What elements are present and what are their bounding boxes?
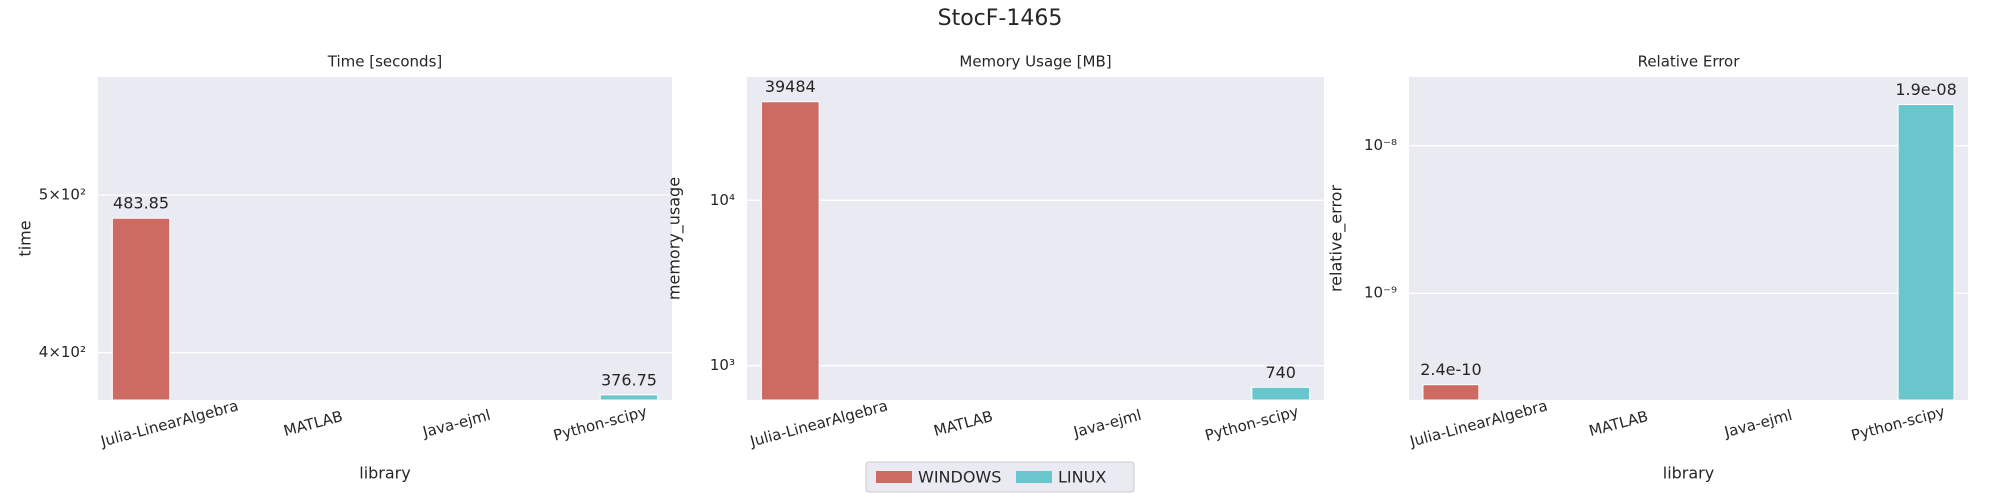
x-axis-label: library	[359, 464, 410, 483]
value-label: 376.75	[601, 370, 657, 389]
x-tick-label: Julia-LinearAlgebra	[747, 397, 889, 451]
plot-area	[747, 77, 1324, 400]
y-axis-label: relative_error	[1327, 185, 1347, 293]
value-label: 1.9e-08	[1895, 80, 1956, 99]
plot-area	[1409, 77, 1968, 400]
y-tick-label: 10³	[710, 356, 735, 374]
bar	[1251, 386, 1311, 401]
legend-frame	[865, 461, 1135, 493]
value-label: 483.85	[113, 194, 169, 213]
x-tick-label: Java-ejml	[1721, 406, 1794, 442]
x-tick-label: Python-scipy	[1203, 402, 1301, 444]
legend-swatch	[1016, 471, 1052, 483]
y-axis-label: time	[16, 220, 35, 256]
x-tick-label: MATLAB	[282, 407, 345, 440]
x-tick-label: Julia-LinearAlgebra	[98, 397, 240, 451]
y-tick-label: 4×10²	[39, 343, 86, 361]
value-label: 2.4e-10	[1420, 360, 1481, 379]
chart-title: Memory Usage [MB]	[959, 53, 1111, 71]
legend-swatch	[876, 471, 912, 483]
y-tick-label: 10⁻⁸	[1364, 136, 1397, 154]
y-tick-label: 10⁻⁹	[1364, 284, 1397, 302]
x-axis-label: library	[1663, 464, 1714, 483]
x-tick-label: Python-scipy	[551, 402, 649, 444]
value-label: 740	[1265, 363, 1296, 382]
bar	[111, 217, 171, 401]
x-tick-label: Java-ejml	[420, 406, 493, 442]
x-tick-label: Java-ejml	[1071, 406, 1144, 442]
bar	[760, 101, 820, 401]
chart-title: Time [seconds]	[327, 53, 443, 71]
figure-title: StocF-1465	[938, 6, 1063, 31]
plot-area	[98, 77, 672, 400]
bar	[599, 394, 659, 401]
x-tick-label: Julia-LinearAlgebra	[1407, 397, 1549, 451]
value-label: 39484	[765, 77, 816, 96]
legend: WINDOWS LINUX	[865, 461, 1135, 493]
bar	[1897, 104, 1955, 401]
y-tick-label: 5×10²	[39, 186, 86, 204]
bar	[1422, 384, 1480, 401]
legend-label: WINDOWS	[918, 468, 1001, 487]
x-tick-label: MATLAB	[932, 407, 995, 440]
legend-label: LINUX	[1058, 468, 1106, 487]
y-axis-label: memory_usage	[665, 177, 685, 300]
y-tick-label: 10⁴	[710, 191, 735, 209]
chart-title: Relative Error	[1638, 53, 1741, 71]
x-tick-label: Python-scipy	[1849, 402, 1947, 444]
x-tick-label: MATLAB	[1587, 407, 1650, 440]
